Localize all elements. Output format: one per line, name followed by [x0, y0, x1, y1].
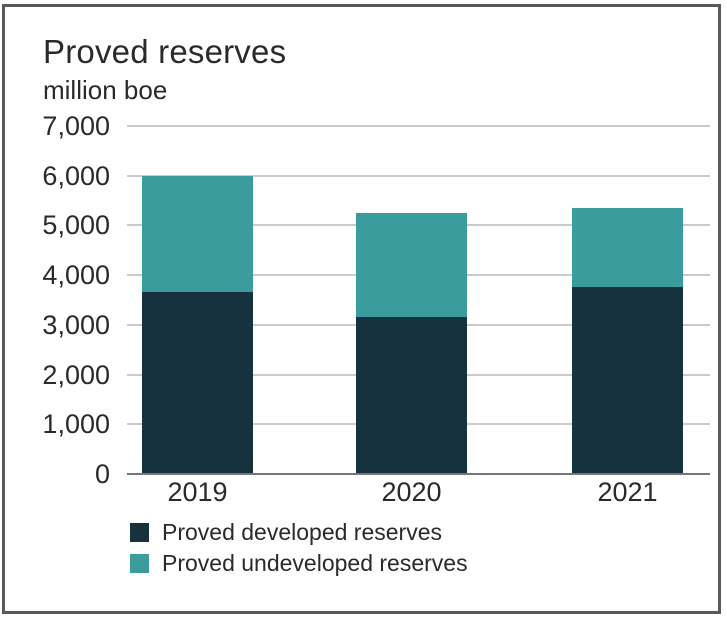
- legend-item-developed: Proved developed reserves: [130, 519, 468, 546]
- bar-segment-developed-2019: [142, 291, 253, 474]
- plot-area: [127, 125, 710, 475]
- bar-segment-developed-2021: [572, 286, 683, 474]
- y-tick-label: 3,000: [42, 309, 110, 340]
- legend-swatch-undeveloped: [130, 554, 149, 573]
- gridline: [127, 125, 710, 127]
- bar-segment-developed-2020: [356, 316, 467, 474]
- x-axis-line: [127, 473, 710, 475]
- bar-segment-undeveloped-2020: [356, 213, 467, 317]
- bar-segment-undeveloped-2021: [572, 208, 683, 287]
- y-tick-label: 4,000: [42, 260, 110, 291]
- y-tick-label: 7,000: [42, 111, 110, 141]
- y-tick-label: 5,000: [42, 210, 110, 241]
- legend-item-undeveloped: Proved undeveloped reserves: [130, 550, 468, 577]
- legend-swatch-developed: [130, 523, 149, 542]
- chart-subtitle: million boe: [43, 75, 168, 105]
- y-tick-label: 1,000: [42, 409, 110, 440]
- legend: Proved developed reserves Proved undevel…: [130, 519, 468, 581]
- x-axis-label-2021: 2021: [597, 477, 658, 507]
- x-axis-label-2020: 2020: [381, 477, 442, 507]
- y-tick-label: 2,000: [42, 359, 110, 390]
- legend-label-undeveloped: Proved undeveloped reserves: [162, 550, 468, 576]
- gridline: [127, 174, 710, 177]
- x-axis-label-2019: 2019: [167, 477, 228, 507]
- y-tick-label: 6,000: [42, 160, 110, 191]
- chart-title: Proved reserves: [43, 33, 287, 70]
- bar-segment-undeveloped-2019: [142, 175, 253, 292]
- y-tick-label: 0: [94, 459, 110, 489]
- legend-label-developed: Proved developed reserves: [162, 519, 442, 545]
